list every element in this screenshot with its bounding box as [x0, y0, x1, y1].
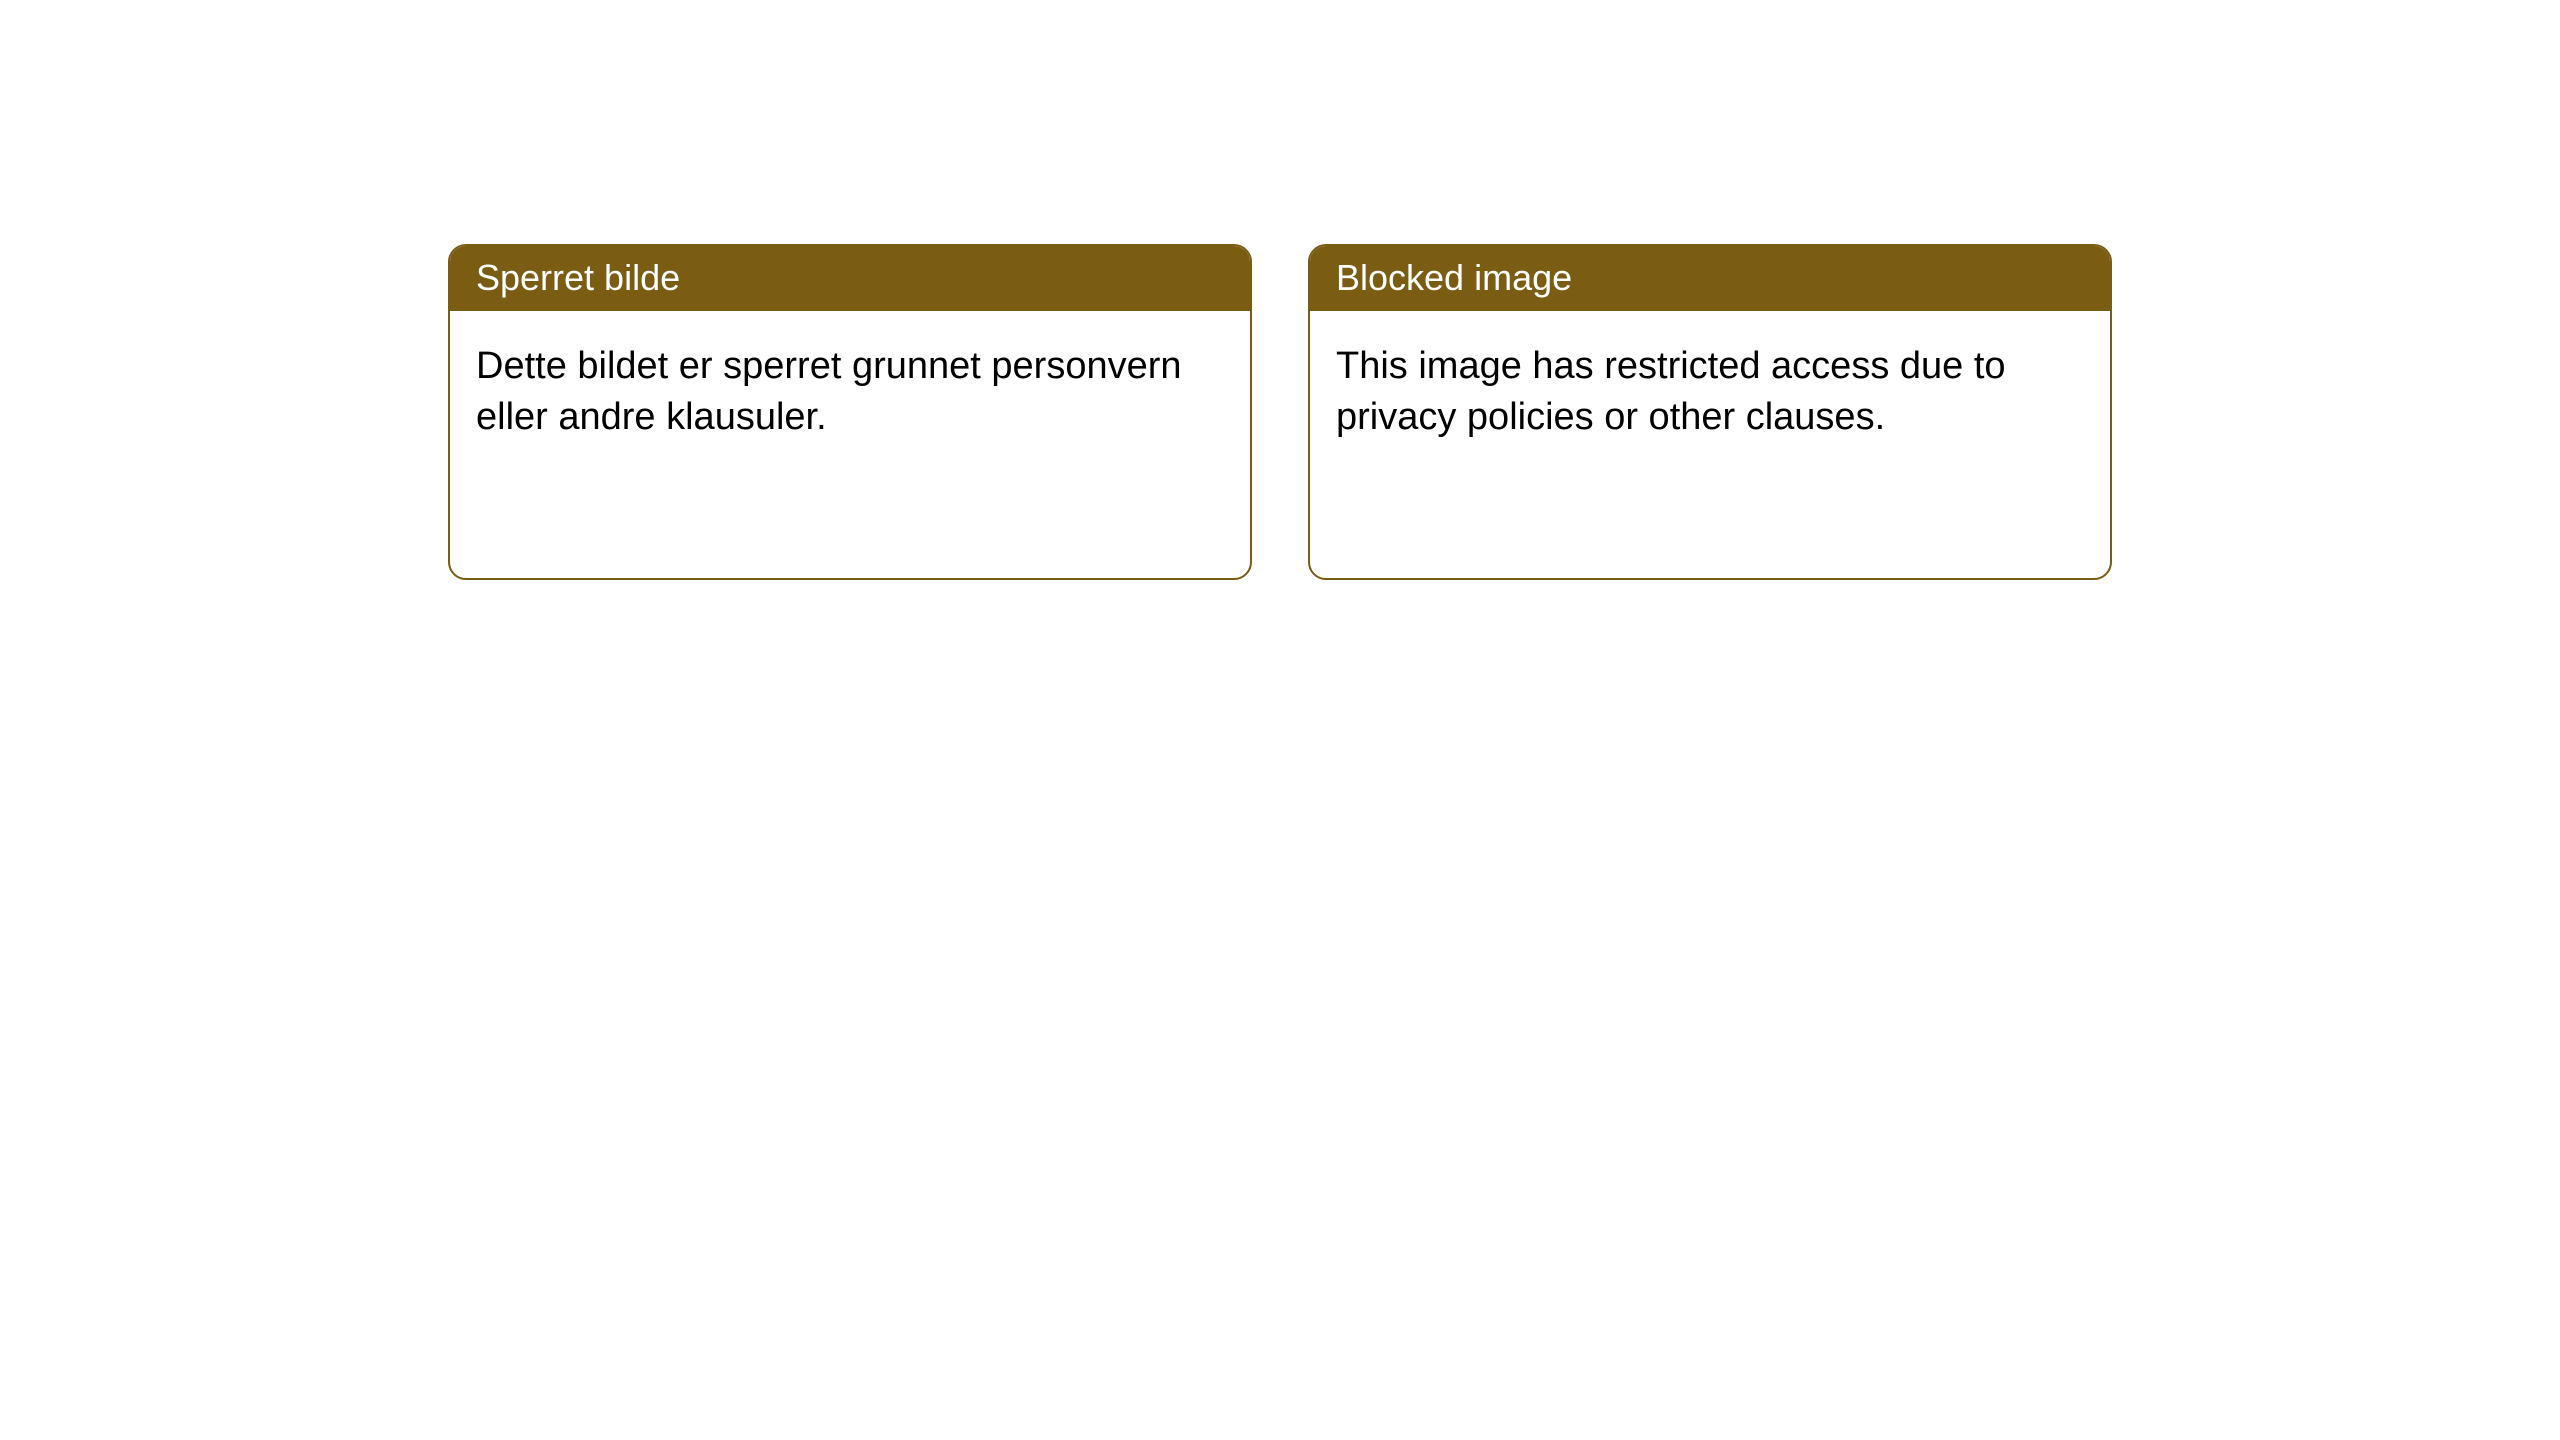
card-body-no: Dette bildet er sperret grunnet personve… — [450, 311, 1250, 474]
notice-cards-container: Sperret bilde Dette bildet er sperret gr… — [0, 0, 2560, 580]
card-header-no: Sperret bilde — [450, 246, 1250, 311]
blocked-image-card-no: Sperret bilde Dette bildet er sperret gr… — [448, 244, 1252, 580]
card-body-en: This image has restricted access due to … — [1310, 311, 2110, 474]
card-header-en: Blocked image — [1310, 246, 2110, 311]
blocked-image-card-en: Blocked image This image has restricted … — [1308, 244, 2112, 580]
